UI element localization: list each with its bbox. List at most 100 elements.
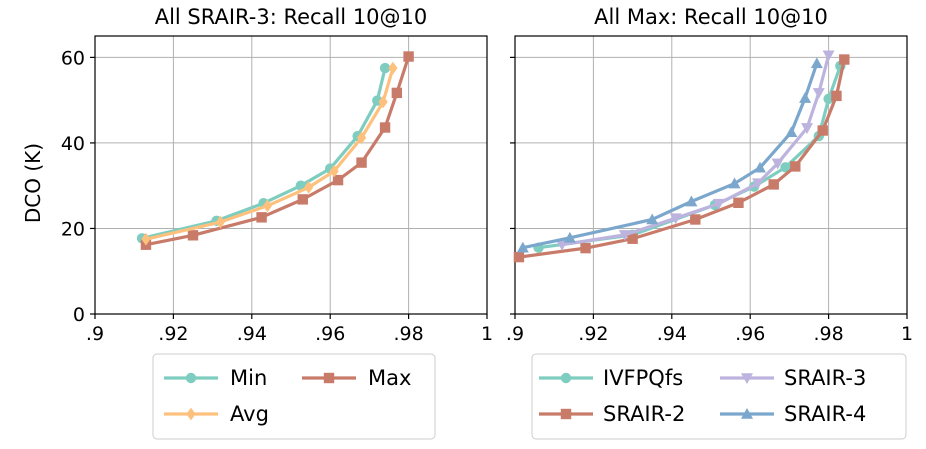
point-srair-4 <box>516 241 529 253</box>
series-line-avg <box>144 66 395 241</box>
series-srair-3 <box>556 50 835 251</box>
right-xtick-label: .92 <box>578 323 608 345</box>
point-srair-3 <box>752 178 765 190</box>
series-line-ivfpqfs <box>536 64 842 250</box>
point-srair-3 <box>822 50 835 62</box>
point-srair-3 <box>801 123 814 134</box>
left-ytick-label: 0 <box>73 304 85 326</box>
point-avg <box>329 164 339 178</box>
legend-label-srair2: SRAIR-2 <box>603 402 685 426</box>
point-srair-2 <box>690 214 701 225</box>
series-ivfpqfs <box>533 60 846 253</box>
point-srair-3 <box>618 230 631 241</box>
legend-entry-srair3: SRAIR-3 <box>720 366 866 390</box>
point-avg <box>141 232 151 246</box>
legend-label-ivfpqfs: IVFPQfs <box>603 366 683 390</box>
legend-marker-max <box>323 372 335 384</box>
right-xtick-label: .96 <box>735 323 765 345</box>
legend-entry-min: Min <box>164 366 267 390</box>
point-srair-3 <box>712 198 725 210</box>
point-srair-3 <box>812 88 825 99</box>
point-srair-2 <box>768 179 779 190</box>
legend-entry-ivfpqfs: IVFPQfs <box>539 366 683 390</box>
point-srair-2 <box>580 242 591 254</box>
point-avg <box>356 131 367 145</box>
point-srair-4 <box>563 231 576 243</box>
left-xtick-label: .9 <box>86 323 104 345</box>
series-max <box>140 51 414 250</box>
right-xtick-label: .98 <box>813 323 843 345</box>
point-srair-4 <box>728 177 741 189</box>
left-xtick-label: .98 <box>393 323 423 345</box>
series-line-srair-2 <box>517 57 846 259</box>
legend-left: Min Max Avg <box>152 353 436 440</box>
legend-marker-avg <box>186 407 196 421</box>
point-srair-4 <box>754 161 766 173</box>
legend-entry-avg: Avg <box>164 402 269 426</box>
point-max <box>403 51 414 62</box>
panel-right-axes <box>514 35 908 315</box>
point-srair-2 <box>817 125 828 136</box>
series-line-min <box>140 66 387 240</box>
right-xtick-label: .94 <box>657 323 687 345</box>
point-srair-3 <box>771 158 784 170</box>
left-xtick-label: .92 <box>158 323 188 345</box>
point-avg <box>378 95 388 109</box>
panel-right-title: All Max: Recall 10@10 <box>594 5 828 29</box>
point-max <box>332 174 344 186</box>
legend-entry-max: Max <box>302 366 411 390</box>
panel-right: All Max: Recall 10@10 .9 .92 .94 .96 .98 1 <box>506 5 913 345</box>
point-avg <box>262 199 273 213</box>
point-avg <box>388 61 398 75</box>
point-srair-4 <box>646 213 659 225</box>
left-ytick-label: 40 <box>61 133 85 155</box>
series-srair-4 <box>516 57 823 253</box>
legend-right-box <box>531 353 907 440</box>
point-srair-2 <box>831 90 842 102</box>
point-ivfpqfs <box>823 93 834 105</box>
legend-label-avg: Avg <box>230 402 269 426</box>
point-avg <box>215 215 226 229</box>
left-ytick-label: 20 <box>61 218 85 240</box>
point-srair-2 <box>513 251 525 263</box>
legend-marker-min <box>185 372 197 384</box>
point-max <box>297 194 308 205</box>
left-xtick-label: .94 <box>237 323 267 345</box>
y-axis-label: DCO (K) <box>21 143 45 223</box>
panel-left-title: All SRAIR-3: Recall 10@10 <box>155 5 428 29</box>
point-min <box>379 62 391 74</box>
point-srair-2 <box>790 161 801 172</box>
series-avg <box>141 61 398 246</box>
legend-marker-srair3 <box>741 373 753 384</box>
panel-left: All SRAIR-3: Recall 10@10 .9 .92 .94 .96 .98… <box>61 5 493 345</box>
left-ytick-label: 60 <box>61 47 85 69</box>
point-srair-4 <box>810 57 823 69</box>
point-srair-2 <box>839 54 850 65</box>
legend-right: IVFPQfs SRAIR-3 SRAIR-2 SRAIR-4 <box>531 353 907 440</box>
point-max <box>391 87 403 99</box>
legend-marker-srair2 <box>560 408 572 420</box>
left-xtick-label: 1 <box>481 323 493 345</box>
legend-left-box <box>152 353 436 440</box>
point-avg <box>304 181 314 194</box>
series-srair-2 <box>513 54 850 263</box>
point-max <box>379 122 391 133</box>
left-xtick-label: .96 <box>315 323 345 345</box>
legend-marker-srair4 <box>741 408 753 419</box>
legend-label-max: Max <box>368 366 411 390</box>
point-ivfpqfs <box>780 162 791 173</box>
point-max <box>256 212 267 223</box>
point-srair-4 <box>785 126 798 138</box>
point-max <box>187 230 199 241</box>
legend-entry-srair2: SRAIR-2 <box>539 402 685 426</box>
series-line-max <box>144 54 411 247</box>
point-max <box>356 157 367 168</box>
right-xtick-label: 1 <box>901 323 913 345</box>
point-srair-4 <box>685 195 698 207</box>
point-srair-2 <box>733 197 744 208</box>
legend-entry-srair4: SRAIR-4 <box>720 402 866 426</box>
legend-marker-ivfpqfs <box>560 372 572 384</box>
point-srair-2 <box>627 233 638 244</box>
legend-label-srair4: SRAIR-4 <box>784 402 866 426</box>
